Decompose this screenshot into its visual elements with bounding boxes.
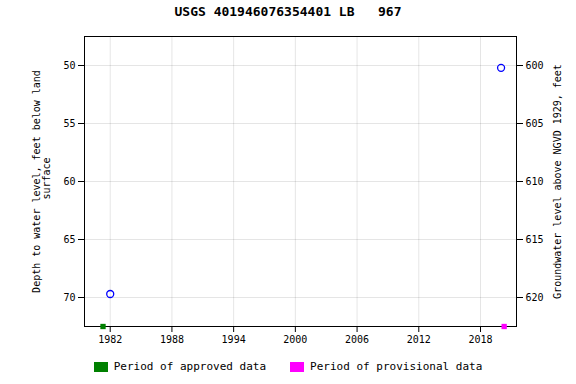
html-text:USGS 401946076354401 LB 967: USGS 401946076354401 LB 967	[174, 4, 402, 19]
svg-text:610: 610	[526, 176, 544, 187]
svg-text:Depth to water level, feet bel: Depth to water level, feet below land su…	[31, 70, 52, 293]
svg-text:50: 50	[63, 60, 75, 71]
svg-text:605: 605	[526, 118, 544, 129]
svg-text:55: 55	[63, 118, 75, 129]
html-text:Period of approved data: Period of approved data	[113, 359, 267, 373]
svg-text:2000: 2000	[283, 334, 307, 345]
svg-text:65: 65	[63, 234, 75, 245]
svg-text:Groundwater level above NGVD 1: Groundwater level above NGVD 1929, feet	[552, 64, 563, 299]
svg-text:1988: 1988	[160, 334, 184, 345]
html-text:Period of provisional data: Period of provisional data	[310, 359, 483, 373]
svg-text:620: 620	[526, 292, 544, 303]
svg-text:2018: 2018	[468, 334, 492, 345]
svg-text:615: 615	[526, 234, 544, 245]
svg-text:70: 70	[63, 292, 75, 303]
svg-text:2012: 2012	[407, 334, 431, 345]
svg-text:600: 600	[526, 60, 544, 71]
svg-text:1982: 1982	[98, 334, 122, 345]
svg-text:1994: 1994	[222, 334, 246, 345]
svg-text:2006: 2006	[345, 334, 369, 345]
svg-text:60: 60	[63, 176, 75, 187]
